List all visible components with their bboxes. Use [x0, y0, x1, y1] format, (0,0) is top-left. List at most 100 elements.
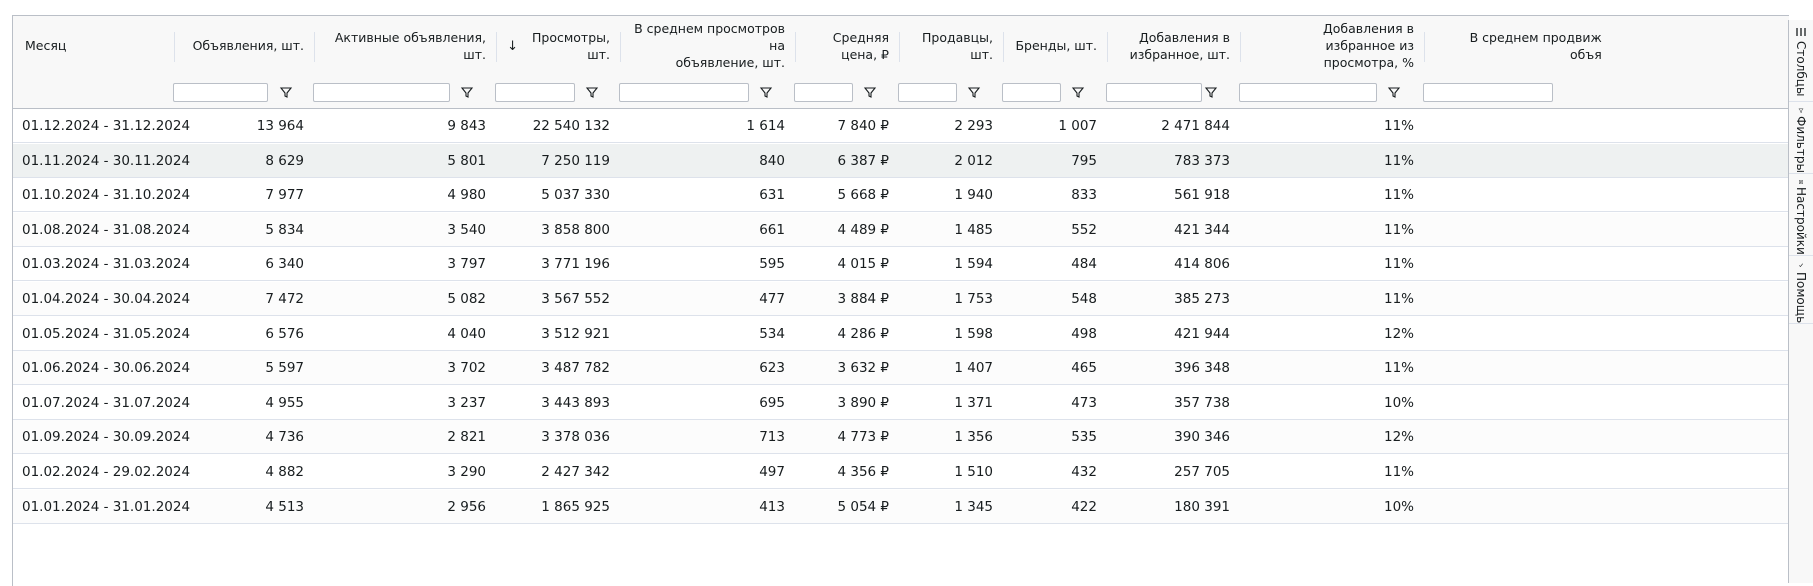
cell-brands[interactable]: 498: [1071, 325, 1097, 342]
cell-avg-views[interactable]: 595: [759, 256, 785, 273]
filter-icon[interactable]: [759, 85, 773, 99]
column-separator[interactable]: [1003, 32, 1004, 62]
cell-avg-views[interactable]: 534: [759, 325, 785, 342]
cell-favorites-rate[interactable]: 11%: [1383, 221, 1414, 238]
cell-listings[interactable]: 4 955: [265, 394, 304, 411]
filter-icon[interactable]: [1071, 85, 1085, 99]
cell-avg-price[interactable]: 3 632 ₽: [837, 360, 889, 377]
cell-avg-price[interactable]: 3 890 ₽: [837, 394, 889, 411]
cell-avg-price[interactable]: 6 387 ₽: [837, 152, 889, 169]
cell-brands[interactable]: 535: [1071, 429, 1097, 446]
cell-month[interactable]: 01.12.2024 - 31.12.2024: [22, 118, 191, 134]
cell-listings[interactable]: 7 472: [265, 291, 304, 307]
columns-panel-button[interactable]: Столбцы: [1789, 20, 1813, 102]
cell-sellers[interactable]: 1 753: [954, 291, 993, 307]
cell-favorites[interactable]: 385 273: [1174, 291, 1230, 307]
cell-listings[interactable]: 7 977: [265, 187, 304, 204]
cell-avg-views[interactable]: 477: [759, 291, 785, 307]
cell-views[interactable]: 1 865 925: [541, 498, 610, 515]
cell-views[interactable]: 3 771 196: [541, 256, 610, 273]
column-header-views[interactable]: ↓ Просмотры, шт.: [497, 16, 621, 77]
table-row[interactable]: 01.07.2024 - 31.07.2024 4 955 3 237 3 443 8…: [13, 385, 1789, 420]
cell-brands[interactable]: 1 007: [1058, 118, 1097, 134]
cell-favorites-rate[interactable]: 11%: [1383, 360, 1414, 377]
cell-avg-price[interactable]: 4 773 ₽: [837, 429, 889, 446]
settings-panel-button[interactable]: Настройки: [1789, 174, 1813, 256]
cell-avg-price[interactable]: 7 840 ₽: [837, 118, 889, 134]
filter-input-active-listings[interactable]: [313, 83, 450, 102]
cell-favorites[interactable]: 390 346: [1174, 429, 1230, 446]
cell-views[interactable]: 3 858 800: [541, 221, 610, 238]
cell-avg-views[interactable]: 623: [759, 360, 785, 377]
cell-favorites-rate[interactable]: 10%: [1383, 498, 1414, 515]
cell-favorites[interactable]: 2 471 844: [1161, 118, 1230, 134]
filters-panel-button[interactable]: Фильтры: [1789, 102, 1813, 174]
cell-avg-views[interactable]: 661: [759, 221, 785, 238]
cell-brands[interactable]: 473: [1071, 394, 1097, 411]
filter-input-favorites[interactable]: [1106, 83, 1202, 102]
cell-listings[interactable]: 6 576: [265, 325, 304, 342]
cell-month[interactable]: 01.04.2024 - 30.04.2024: [22, 291, 191, 307]
cell-favorites[interactable]: 180 391: [1174, 498, 1230, 515]
cell-favorites[interactable]: 414 806: [1174, 256, 1230, 273]
cell-active-listings[interactable]: 3 702: [447, 360, 486, 377]
cell-favorites[interactable]: 257 705: [1174, 464, 1230, 480]
cell-sellers[interactable]: 1 371: [954, 394, 993, 411]
column-separator[interactable]: [174, 32, 175, 62]
table-row[interactable]: 01.01.2024 - 31.01.2024 4 513 2 956 1 865 9…: [13, 489, 1789, 524]
table-row[interactable]: 01.05.2024 - 31.05.2024 6 576 4 040 3 512 9…: [13, 316, 1789, 351]
cell-favorites-rate[interactable]: 11%: [1383, 118, 1414, 134]
cell-avg-price[interactable]: 3 884 ₽: [837, 291, 889, 307]
cell-brands[interactable]: 833: [1071, 187, 1097, 204]
cell-views[interactable]: 22 540 132: [532, 118, 610, 134]
column-separator[interactable]: [496, 32, 497, 62]
filter-icon[interactable]: [1204, 85, 1218, 99]
cell-month[interactable]: 01.03.2024 - 31.03.2024: [22, 256, 191, 273]
cell-favorites-rate[interactable]: 10%: [1383, 394, 1414, 411]
column-header-favorites-rate[interactable]: Добавления в избранное из просмотра, %: [1241, 16, 1425, 77]
cell-views[interactable]: 3 567 552: [541, 291, 610, 307]
filter-icon[interactable]: [279, 85, 293, 99]
cell-avg-price[interactable]: 4 286 ₽: [837, 325, 889, 342]
cell-favorites-rate[interactable]: 11%: [1383, 152, 1414, 169]
cell-favorites-rate[interactable]: 11%: [1383, 256, 1414, 273]
cell-sellers[interactable]: 1 594: [954, 256, 993, 273]
column-separator[interactable]: [1240, 32, 1241, 62]
filter-input-avg-price[interactable]: [794, 83, 853, 102]
column-separator[interactable]: [1424, 32, 1425, 62]
cell-views[interactable]: 2 427 342: [541, 464, 610, 480]
cell-views[interactable]: 3 378 036: [541, 429, 610, 446]
cell-month[interactable]: 01.07.2024 - 31.07.2024: [22, 394, 191, 411]
cell-listings[interactable]: 6 340: [265, 256, 304, 273]
column-separator[interactable]: [795, 32, 796, 62]
cell-active-listings[interactable]: 4 980: [447, 187, 486, 204]
cell-views[interactable]: 7 250 119: [541, 152, 610, 169]
cell-sellers[interactable]: 1 598: [954, 325, 993, 342]
cell-sellers[interactable]: 1 345: [954, 498, 993, 515]
cell-sellers[interactable]: 2 293: [954, 118, 993, 134]
cell-avg-price[interactable]: 5 668 ₽: [837, 187, 889, 204]
cell-avg-price[interactable]: 4 489 ₽: [837, 221, 889, 238]
cell-sellers[interactable]: 2 012: [954, 152, 993, 169]
cell-active-listings[interactable]: 3 797: [447, 256, 486, 273]
cell-views[interactable]: 3 443 893: [541, 394, 610, 411]
cell-active-listings[interactable]: 5 801: [447, 152, 486, 169]
column-separator[interactable]: [1107, 32, 1108, 62]
cell-sellers[interactable]: 1 356: [954, 429, 993, 446]
cell-active-listings[interactable]: 3 237: [447, 394, 486, 411]
cell-favorites-rate[interactable]: 12%: [1383, 429, 1414, 446]
cell-sellers[interactable]: 1 407: [954, 360, 993, 377]
cell-listings[interactable]: 5 597: [265, 360, 304, 377]
cell-avg-price[interactable]: 4 015 ₽: [837, 256, 889, 273]
filter-input-brands[interactable]: [1002, 83, 1061, 102]
filter-icon[interactable]: [967, 85, 981, 99]
cell-sellers[interactable]: 1 510: [954, 464, 993, 480]
filter-input-sellers[interactable]: [898, 83, 957, 102]
cell-views[interactable]: 3 487 782: [541, 360, 610, 377]
table-row[interactable]: 01.06.2024 - 30.06.2024 5 597 3 702 3 487 7…: [13, 351, 1789, 386]
table-row[interactable]: 01.10.2024 - 31.10.2024 7 977 4 980 5 037 3…: [13, 178, 1789, 213]
cell-avg-price[interactable]: 5 054 ₽: [837, 498, 889, 515]
cell-listings[interactable]: 4 882: [265, 464, 304, 480]
cell-avg-views[interactable]: 631: [759, 187, 785, 204]
cell-brands[interactable]: 484: [1071, 256, 1097, 273]
